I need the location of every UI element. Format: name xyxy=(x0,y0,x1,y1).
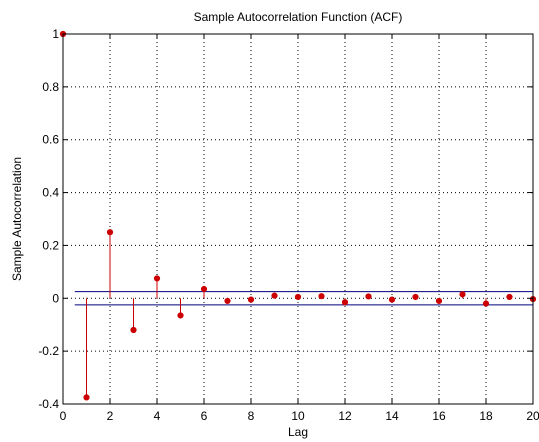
stem-marker xyxy=(248,297,253,302)
x-tick-label: 8 xyxy=(248,409,255,423)
chart-title: Sample Autocorrelation Function (ACF) xyxy=(194,10,403,24)
x-tick-label: 12 xyxy=(338,409,352,423)
stem-marker xyxy=(84,395,89,400)
y-tick-label: 0.2 xyxy=(42,238,59,252)
y-tick-label: -0.4 xyxy=(38,397,59,411)
x-tick-label: 20 xyxy=(526,409,539,423)
x-tick-label: 10 xyxy=(291,409,305,423)
stem-marker xyxy=(389,297,394,302)
x-tick-label: 0 xyxy=(60,409,67,423)
x-tick-label: 18 xyxy=(479,409,493,423)
stem-marker xyxy=(342,300,347,305)
stem-marker xyxy=(413,294,418,299)
stem-marker xyxy=(295,294,300,299)
grid-lines xyxy=(63,34,533,404)
y-tick-label: 0.8 xyxy=(42,80,59,94)
x-tick-label: 4 xyxy=(154,409,161,423)
y-axis-ticks: -0.4 -0.2 0 0.2 0.4 0.6 0.8 1 xyxy=(38,27,533,411)
stem-marker xyxy=(436,298,441,303)
x-tick-label: 14 xyxy=(385,409,399,423)
y-tick-label: -0.2 xyxy=(38,344,59,358)
stem-marker xyxy=(154,276,159,281)
y-tick-label: 0.4 xyxy=(42,186,59,200)
x-axis-label: Lag xyxy=(288,425,308,439)
stem-marker xyxy=(225,298,230,303)
y-tick-label: 0 xyxy=(52,291,59,305)
stem-marker xyxy=(201,286,206,291)
stem-marker xyxy=(483,301,488,306)
stem-marker xyxy=(178,313,183,318)
x-tick-label: 6 xyxy=(201,409,208,423)
y-tick-label: 1 xyxy=(52,27,59,41)
stem-marker xyxy=(507,294,512,299)
stem-marker xyxy=(319,294,324,299)
x-tick-label: 2 xyxy=(107,409,114,423)
stem-marker xyxy=(107,230,112,235)
stem-marker xyxy=(366,294,371,299)
x-tick-label: 16 xyxy=(432,409,446,423)
x-axis-ticks: 0 2 4 6 8 10 12 14 16 18 20 xyxy=(60,34,539,423)
y-tick-label: 0.6 xyxy=(42,133,59,147)
y-axis-label: Sample Autocorrelation xyxy=(10,157,24,281)
stem-marker xyxy=(460,292,465,297)
stem-marker xyxy=(272,293,277,298)
stem-marker xyxy=(131,327,136,332)
